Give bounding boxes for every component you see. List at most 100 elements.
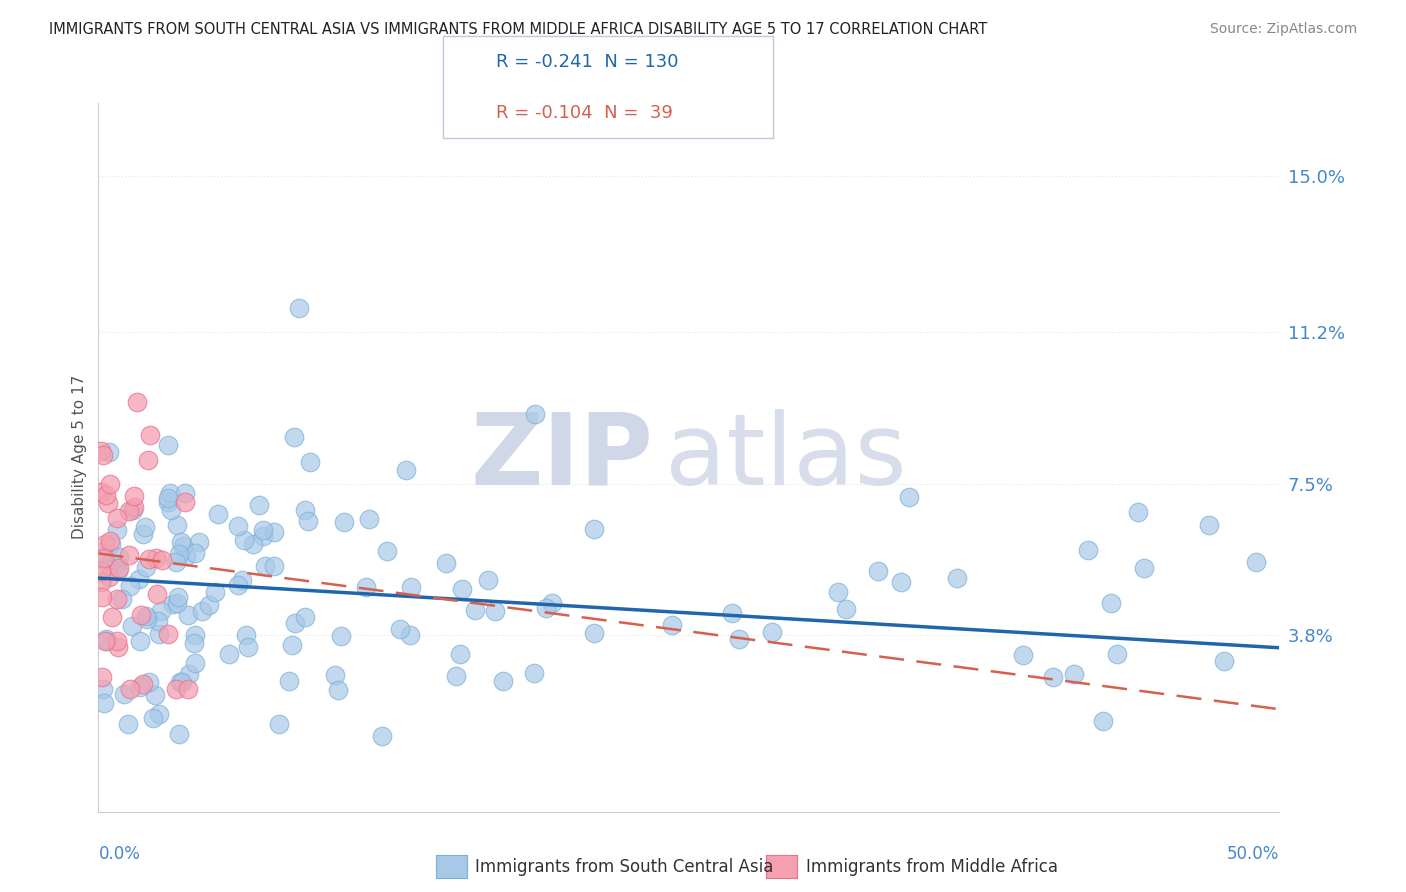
Point — [330, 629, 353, 643]
Point — [105, 634, 128, 648]
Point — [187, 535, 209, 549]
Point — [172, 675, 194, 690]
Point — [93, 551, 115, 566]
Point — [281, 638, 304, 652]
Point — [356, 580, 378, 594]
Point — [204, 584, 226, 599]
Point — [399, 580, 422, 594]
Point — [93, 537, 115, 551]
Point — [720, 606, 742, 620]
Point — [105, 523, 128, 537]
Point — [142, 711, 165, 725]
Point — [166, 596, 188, 610]
Point — [165, 556, 187, 570]
Point — [541, 596, 564, 610]
Point — [135, 559, 157, 574]
Point — [94, 487, 117, 501]
Point — [283, 430, 305, 444]
Point — [523, 666, 546, 681]
Point — [173, 486, 195, 500]
Point — [1133, 561, 1156, 575]
Point — [583, 523, 606, 537]
Point — [207, 507, 229, 521]
Point — [183, 546, 205, 560]
Point — [897, 491, 920, 505]
Point — [170, 534, 193, 549]
Point — [98, 533, 121, 548]
Point — [156, 627, 179, 641]
Point — [134, 520, 156, 534]
Point — [451, 582, 474, 596]
Point — [136, 612, 159, 626]
Point — [129, 607, 152, 622]
Point — [190, 604, 212, 618]
Point — [167, 590, 190, 604]
Point — [100, 536, 122, 550]
Point — [159, 486, 181, 500]
Point — [90, 444, 112, 458]
Point — [132, 677, 155, 691]
Point — [129, 634, 152, 648]
Point — [247, 499, 270, 513]
Point — [434, 556, 457, 570]
Point — [138, 675, 160, 690]
Point — [177, 667, 200, 681]
Point — [117, 716, 139, 731]
Text: ZIP: ZIP — [471, 409, 654, 506]
Point — [284, 616, 307, 631]
Point — [112, 688, 135, 702]
Point — [183, 657, 205, 671]
Point — [135, 609, 157, 624]
Point — [97, 495, 120, 509]
Point — [294, 503, 316, 517]
Point — [98, 476, 121, 491]
Point — [1198, 517, 1220, 532]
Point — [294, 610, 316, 624]
Point — [148, 627, 170, 641]
Point — [254, 558, 277, 573]
Point — [107, 564, 129, 578]
Point — [761, 625, 783, 640]
Point — [174, 549, 197, 563]
Point — [332, 515, 354, 529]
Point — [97, 445, 120, 459]
Point — [835, 602, 858, 616]
Point — [129, 680, 152, 694]
Point — [1063, 667, 1085, 681]
Point — [139, 427, 162, 442]
Point — [105, 511, 128, 525]
Point — [1042, 670, 1064, 684]
Point — [145, 550, 167, 565]
Point — [298, 455, 321, 469]
Point — [233, 533, 256, 547]
Point — [105, 592, 128, 607]
Point — [93, 696, 115, 710]
Point — [252, 523, 274, 537]
Point — [375, 544, 398, 558]
Point — [165, 681, 187, 696]
Point — [94, 632, 117, 646]
Point — [242, 537, 264, 551]
Point — [827, 585, 849, 599]
Point — [536, 601, 558, 615]
Point — [1077, 543, 1099, 558]
Point — [218, 648, 240, 662]
Point — [128, 572, 150, 586]
Point — [91, 681, 114, 696]
Point — [90, 485, 112, 500]
Point — [1213, 654, 1236, 668]
Point — [121, 618, 143, 632]
Point — [484, 604, 506, 618]
Point — [136, 453, 159, 467]
Point — [96, 634, 118, 648]
Point — [524, 407, 547, 421]
Point — [267, 717, 290, 731]
Text: R = -0.241  N = 130: R = -0.241 N = 130 — [496, 54, 679, 71]
Point — [890, 574, 912, 589]
Point — [97, 558, 120, 573]
Text: atlas: atlas — [665, 409, 907, 506]
Point — [464, 603, 486, 617]
Point — [90, 575, 112, 590]
Point — [323, 668, 346, 682]
Point — [120, 681, 142, 696]
